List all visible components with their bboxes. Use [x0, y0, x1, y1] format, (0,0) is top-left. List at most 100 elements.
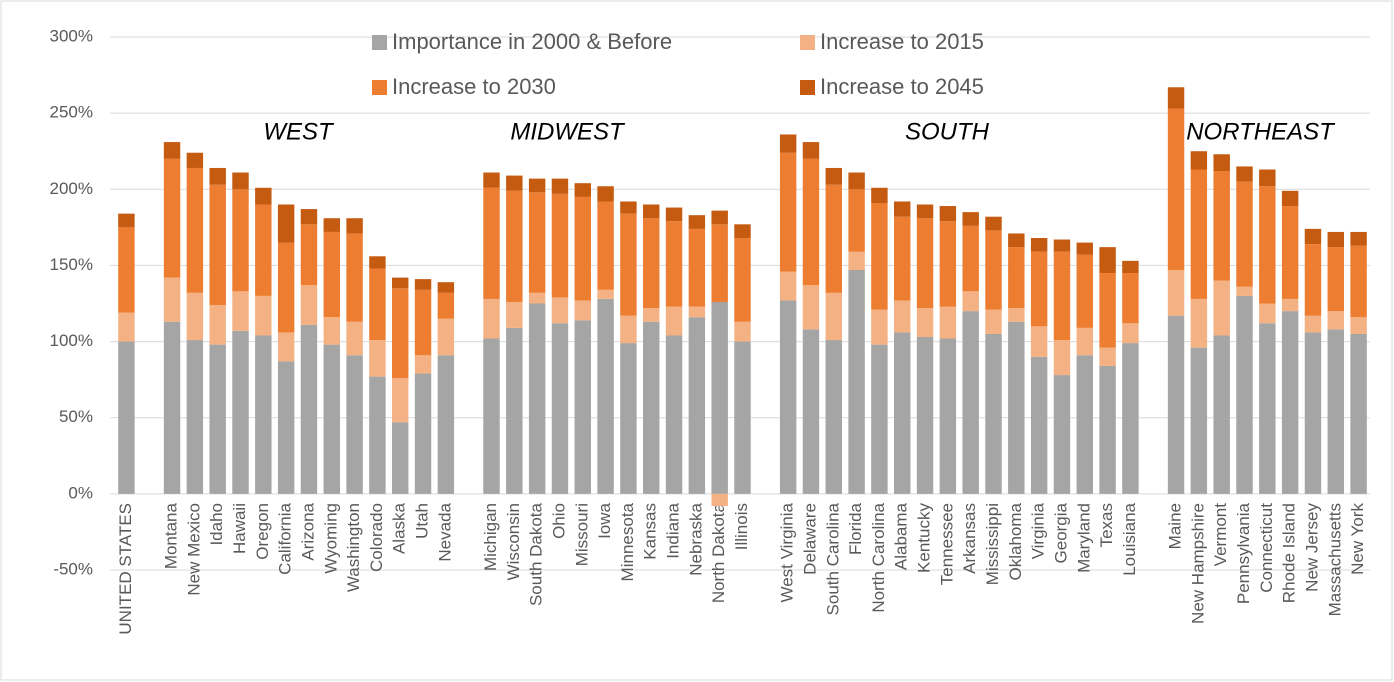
bar-segment — [665, 221, 683, 307]
bar-segment — [369, 376, 386, 494]
bar-segment — [323, 317, 340, 345]
bar-segment — [665, 207, 683, 222]
bar-segment — [985, 333, 1002, 494]
bar-segment — [825, 340, 842, 494]
bar-segment — [779, 271, 797, 301]
bar-segment — [939, 206, 957, 222]
region-label: MIDWEST — [510, 118, 626, 145]
bar-segment — [620, 213, 637, 316]
bar-segment — [871, 187, 888, 203]
x-tick-label: Nevada — [435, 502, 454, 561]
x-tick-label: West Virginia — [778, 502, 797, 602]
legend-swatch — [372, 35, 387, 50]
bar-segment — [506, 327, 523, 494]
bar-segment — [346, 218, 363, 234]
x-tick-label: Ohio — [549, 503, 568, 539]
bar-segment — [437, 282, 455, 293]
x-tick-label: Louisiana — [1120, 502, 1139, 575]
bar-segment — [186, 292, 204, 341]
bar-segment — [1008, 308, 1025, 322]
bar-segment — [1030, 356, 1048, 494]
bar-segment — [255, 335, 272, 494]
bar-segment — [323, 218, 340, 232]
bar-segment — [871, 309, 888, 345]
x-tick-label: Washington — [344, 503, 363, 592]
bar-segment — [551, 297, 569, 324]
bar-segment — [437, 318, 455, 356]
x-tick-label: New Hampshire — [1188, 503, 1207, 624]
bar-segment — [962, 311, 979, 494]
bar-segment — [962, 212, 979, 226]
bar-segment — [802, 158, 820, 286]
bar-segment — [551, 178, 569, 194]
bar-segment — [1099, 365, 1116, 494]
bar-segment — [825, 167, 842, 185]
x-tick-label: Alabama — [892, 502, 911, 570]
x-tick-label: UNITED STATES — [116, 503, 135, 635]
x-tick-label: Massachusetts — [1325, 503, 1344, 616]
y-tick-label: -50% — [53, 559, 93, 578]
bar-segment — [894, 201, 911, 217]
bar-segment — [528, 303, 546, 494]
bar-segment — [414, 279, 432, 290]
bar-segment — [848, 189, 865, 252]
bar-segment — [1236, 286, 1253, 296]
y-tick-label: 200% — [50, 179, 93, 198]
bar-segment — [209, 305, 226, 345]
bar-segment — [551, 193, 569, 298]
x-tick-label: Maine — [1166, 503, 1185, 549]
x-tick-label: Michigan — [481, 503, 500, 571]
x-tick-label: Arizona — [298, 502, 317, 560]
bar-segment — [1099, 273, 1116, 348]
bar-segment — [916, 337, 934, 494]
bar-segment — [346, 321, 363, 356]
bar-segment — [985, 216, 1002, 231]
bar-segment — [1213, 335, 1230, 494]
bar-segment — [802, 285, 820, 330]
bar-segment — [871, 344, 888, 494]
x-tick-label: Missouri — [572, 503, 591, 566]
bar-segment — [1236, 181, 1253, 287]
bar-segment — [779, 300, 797, 494]
y-tick-label: 250% — [50, 103, 93, 122]
bar-segment — [825, 184, 842, 293]
bar-segment — [255, 204, 272, 296]
bar-segment — [1167, 315, 1185, 494]
bar-segment — [346, 233, 363, 322]
bar-segment — [734, 341, 751, 494]
bar-segment — [414, 355, 432, 374]
bar-segment — [1122, 343, 1139, 494]
bar-segment — [1008, 321, 1025, 494]
x-tick-label: Oklahoma — [1006, 502, 1025, 580]
bar-segment — [939, 306, 957, 339]
x-tick-label: New York — [1348, 503, 1367, 575]
x-tick-label: Pennsylvania — [1234, 502, 1253, 604]
bar-segment — [688, 317, 706, 494]
x-tick-label: Vermont — [1211, 503, 1230, 567]
x-tick-label: South Carolina — [823, 502, 842, 615]
bar-segment — [1053, 239, 1071, 252]
bar-segment — [620, 343, 637, 494]
bar-segment — [528, 178, 546, 193]
x-tick-label: Colorado — [367, 503, 386, 572]
bar-segment — [1053, 251, 1071, 341]
bar-segment — [734, 321, 751, 342]
bar-segment — [643, 321, 660, 494]
bar-segment — [1099, 347, 1116, 366]
bar-segment — [688, 215, 706, 229]
x-tick-label: Idaho — [207, 503, 226, 546]
bar-segment — [186, 152, 204, 168]
bar-segment — [323, 344, 340, 494]
bar-segment — [894, 300, 911, 333]
bar-segment — [551, 323, 569, 494]
bar-segment — [1350, 231, 1367, 246]
bar-segment — [483, 172, 500, 188]
bar-segment — [1190, 169, 1208, 299]
bar-segment — [1327, 231, 1344, 248]
legend-label: Importance in 2000 & Before — [392, 29, 672, 54]
bar-segment — [939, 338, 957, 494]
bar-segment — [1304, 332, 1322, 494]
bar-segment — [848, 172, 865, 190]
bar-segment — [620, 315, 637, 344]
bar-segment — [483, 187, 500, 299]
